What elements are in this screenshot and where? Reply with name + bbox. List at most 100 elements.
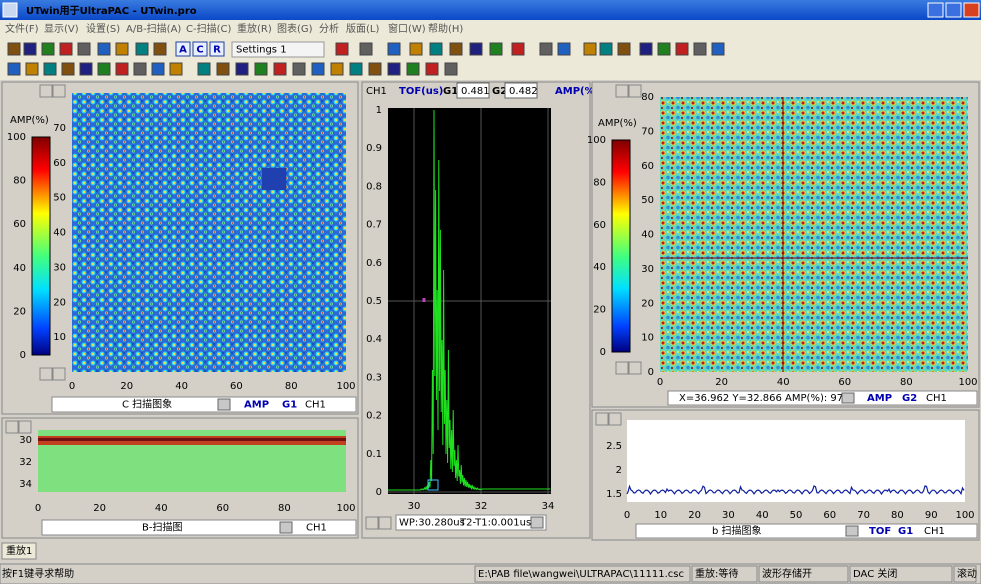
scroll-button[interactable] [616, 362, 628, 374]
toolbar-icon[interactable] [24, 43, 36, 55]
toolbar-icon[interactable] [60, 43, 72, 55]
tab-label[interactable]: 重放1 [6, 544, 32, 557]
toolbar-icon[interactable] [445, 63, 457, 75]
toolbar-icon[interactable] [360, 43, 372, 55]
window-button[interactable] [946, 3, 961, 17]
menu-item[interactable]: 图表(G) [277, 22, 313, 35]
toolbar-icon[interactable] [80, 63, 92, 75]
toolbar-icon[interactable] [293, 63, 305, 75]
scroll-button[interactable] [629, 85, 641, 97]
toolbar-icon[interactable] [407, 63, 419, 75]
toolbar-icon[interactable] [78, 43, 90, 55]
menu-item[interactable]: 文件(F) [5, 22, 39, 35]
button[interactable]: G1 [282, 400, 297, 411]
toolbar-icon[interactable] [388, 63, 400, 75]
toolbar-icon[interactable] [426, 63, 438, 75]
scroll-button[interactable] [40, 85, 52, 97]
toolbar-icon[interactable] [712, 43, 724, 55]
menu-item[interactable]: A/B-扫描(A) [126, 22, 181, 35]
toggle[interactable] [531, 517, 543, 528]
scroll-button[interactable] [19, 421, 31, 433]
button[interactable]: G2 [902, 393, 917, 404]
scroll-button[interactable] [616, 85, 628, 97]
toggle[interactable] [280, 522, 292, 533]
scroll-button[interactable] [40, 368, 52, 380]
toolbar-icon[interactable] [618, 43, 630, 55]
menu-item[interactable]: 显示(V) [44, 23, 79, 35]
menu-item[interactable]: 窗口(W) [388, 22, 426, 35]
toolbar-icon[interactable] [584, 43, 596, 55]
toolbar-icon[interactable] [42, 43, 54, 55]
settings-combo-text[interactable]: Settings 1 [236, 45, 287, 56]
toolbar-icon[interactable] [8, 63, 20, 75]
toolbar-icon[interactable] [331, 63, 343, 75]
toolbar-icon[interactable] [8, 43, 20, 55]
toggle[interactable] [218, 399, 230, 410]
toolbar-icon[interactable] [98, 43, 110, 55]
toolbar-button-label[interactable]: C [196, 45, 203, 56]
toolbar-icon[interactable] [470, 43, 482, 55]
menu-item[interactable]: 版面(L) [346, 22, 379, 35]
scroll-button[interactable] [609, 413, 621, 425]
toolbar-icon[interactable] [410, 43, 422, 55]
toggle[interactable] [846, 526, 858, 536]
toolbar-icon[interactable] [255, 63, 267, 75]
toolbar-icon[interactable] [98, 63, 110, 75]
button[interactable]: TOF [869, 526, 891, 537]
menu-item[interactable]: C-扫描(C) [186, 22, 231, 35]
toolbar-icon[interactable] [640, 43, 652, 55]
toolbar-icon[interactable] [44, 63, 56, 75]
toolbar-icon[interactable] [600, 43, 612, 55]
toolbar-icon[interactable] [236, 63, 248, 75]
menu-item[interactable]: 重放(R) [237, 22, 272, 35]
button[interactable]: AMP [867, 393, 892, 404]
button[interactable]: CH1 [926, 393, 947, 404]
scroll-button[interactable] [6, 421, 18, 433]
button[interactable]: CH1 [305, 400, 326, 411]
toolbar-icon[interactable] [217, 63, 229, 75]
toolbar-icon[interactable] [490, 43, 502, 55]
toolbar-icon[interactable] [450, 43, 462, 55]
toolbar-icon[interactable] [512, 43, 524, 55]
toolbar-icon[interactable] [134, 63, 146, 75]
scroll-button[interactable] [379, 517, 391, 529]
toolbar-icon[interactable] [62, 63, 74, 75]
menu-item[interactable]: 帮助(H) [428, 22, 463, 35]
toolbar-icon[interactable] [198, 63, 210, 75]
menu-item[interactable]: 设置(S) [86, 23, 120, 35]
toolbar-icon[interactable] [676, 43, 688, 55]
toolbar-icon[interactable] [694, 43, 706, 55]
toolbar-icon[interactable] [154, 43, 166, 55]
toolbar-icon[interactable] [136, 43, 148, 55]
menu-item[interactable]: 分析 [319, 22, 339, 35]
toolbar-icon[interactable] [152, 63, 164, 75]
mode[interactable]: TOF(us) [399, 86, 443, 97]
toolbar-icon[interactable] [26, 63, 38, 75]
scroll-button[interactable] [366, 517, 378, 529]
toolbar-icon[interactable] [540, 43, 552, 55]
button[interactable]: CH1 [306, 523, 327, 534]
toolbar-icon[interactable] [116, 43, 128, 55]
button[interactable]: CH1 [924, 526, 945, 537]
toolbar-icon[interactable] [350, 63, 362, 75]
toolbar-icon[interactable] [369, 63, 381, 75]
toolbar-icon[interactable] [274, 63, 286, 75]
toolbar-button-label[interactable]: R [213, 45, 221, 56]
toolbar-icon[interactable] [388, 43, 400, 55]
toolbar-icon[interactable] [558, 43, 570, 55]
window-button[interactable] [928, 3, 943, 17]
toolbar-icon[interactable] [170, 63, 182, 75]
button[interactable]: G1 [898, 526, 913, 537]
scroll-button[interactable] [596, 413, 608, 425]
toolbar-icon[interactable] [116, 63, 128, 75]
toolbar-icon[interactable] [430, 43, 442, 55]
scroll-button[interactable] [53, 85, 65, 97]
button[interactable]: AMP [244, 400, 269, 411]
scroll-button[interactable] [53, 368, 65, 380]
toggle[interactable] [842, 393, 854, 403]
toolbar-icon[interactable] [658, 43, 670, 55]
toolbar-button-label[interactable]: A [179, 45, 187, 56]
toolbar-icon[interactable] [312, 63, 324, 75]
window-button[interactable] [964, 3, 979, 17]
scroll-button[interactable] [629, 362, 641, 374]
